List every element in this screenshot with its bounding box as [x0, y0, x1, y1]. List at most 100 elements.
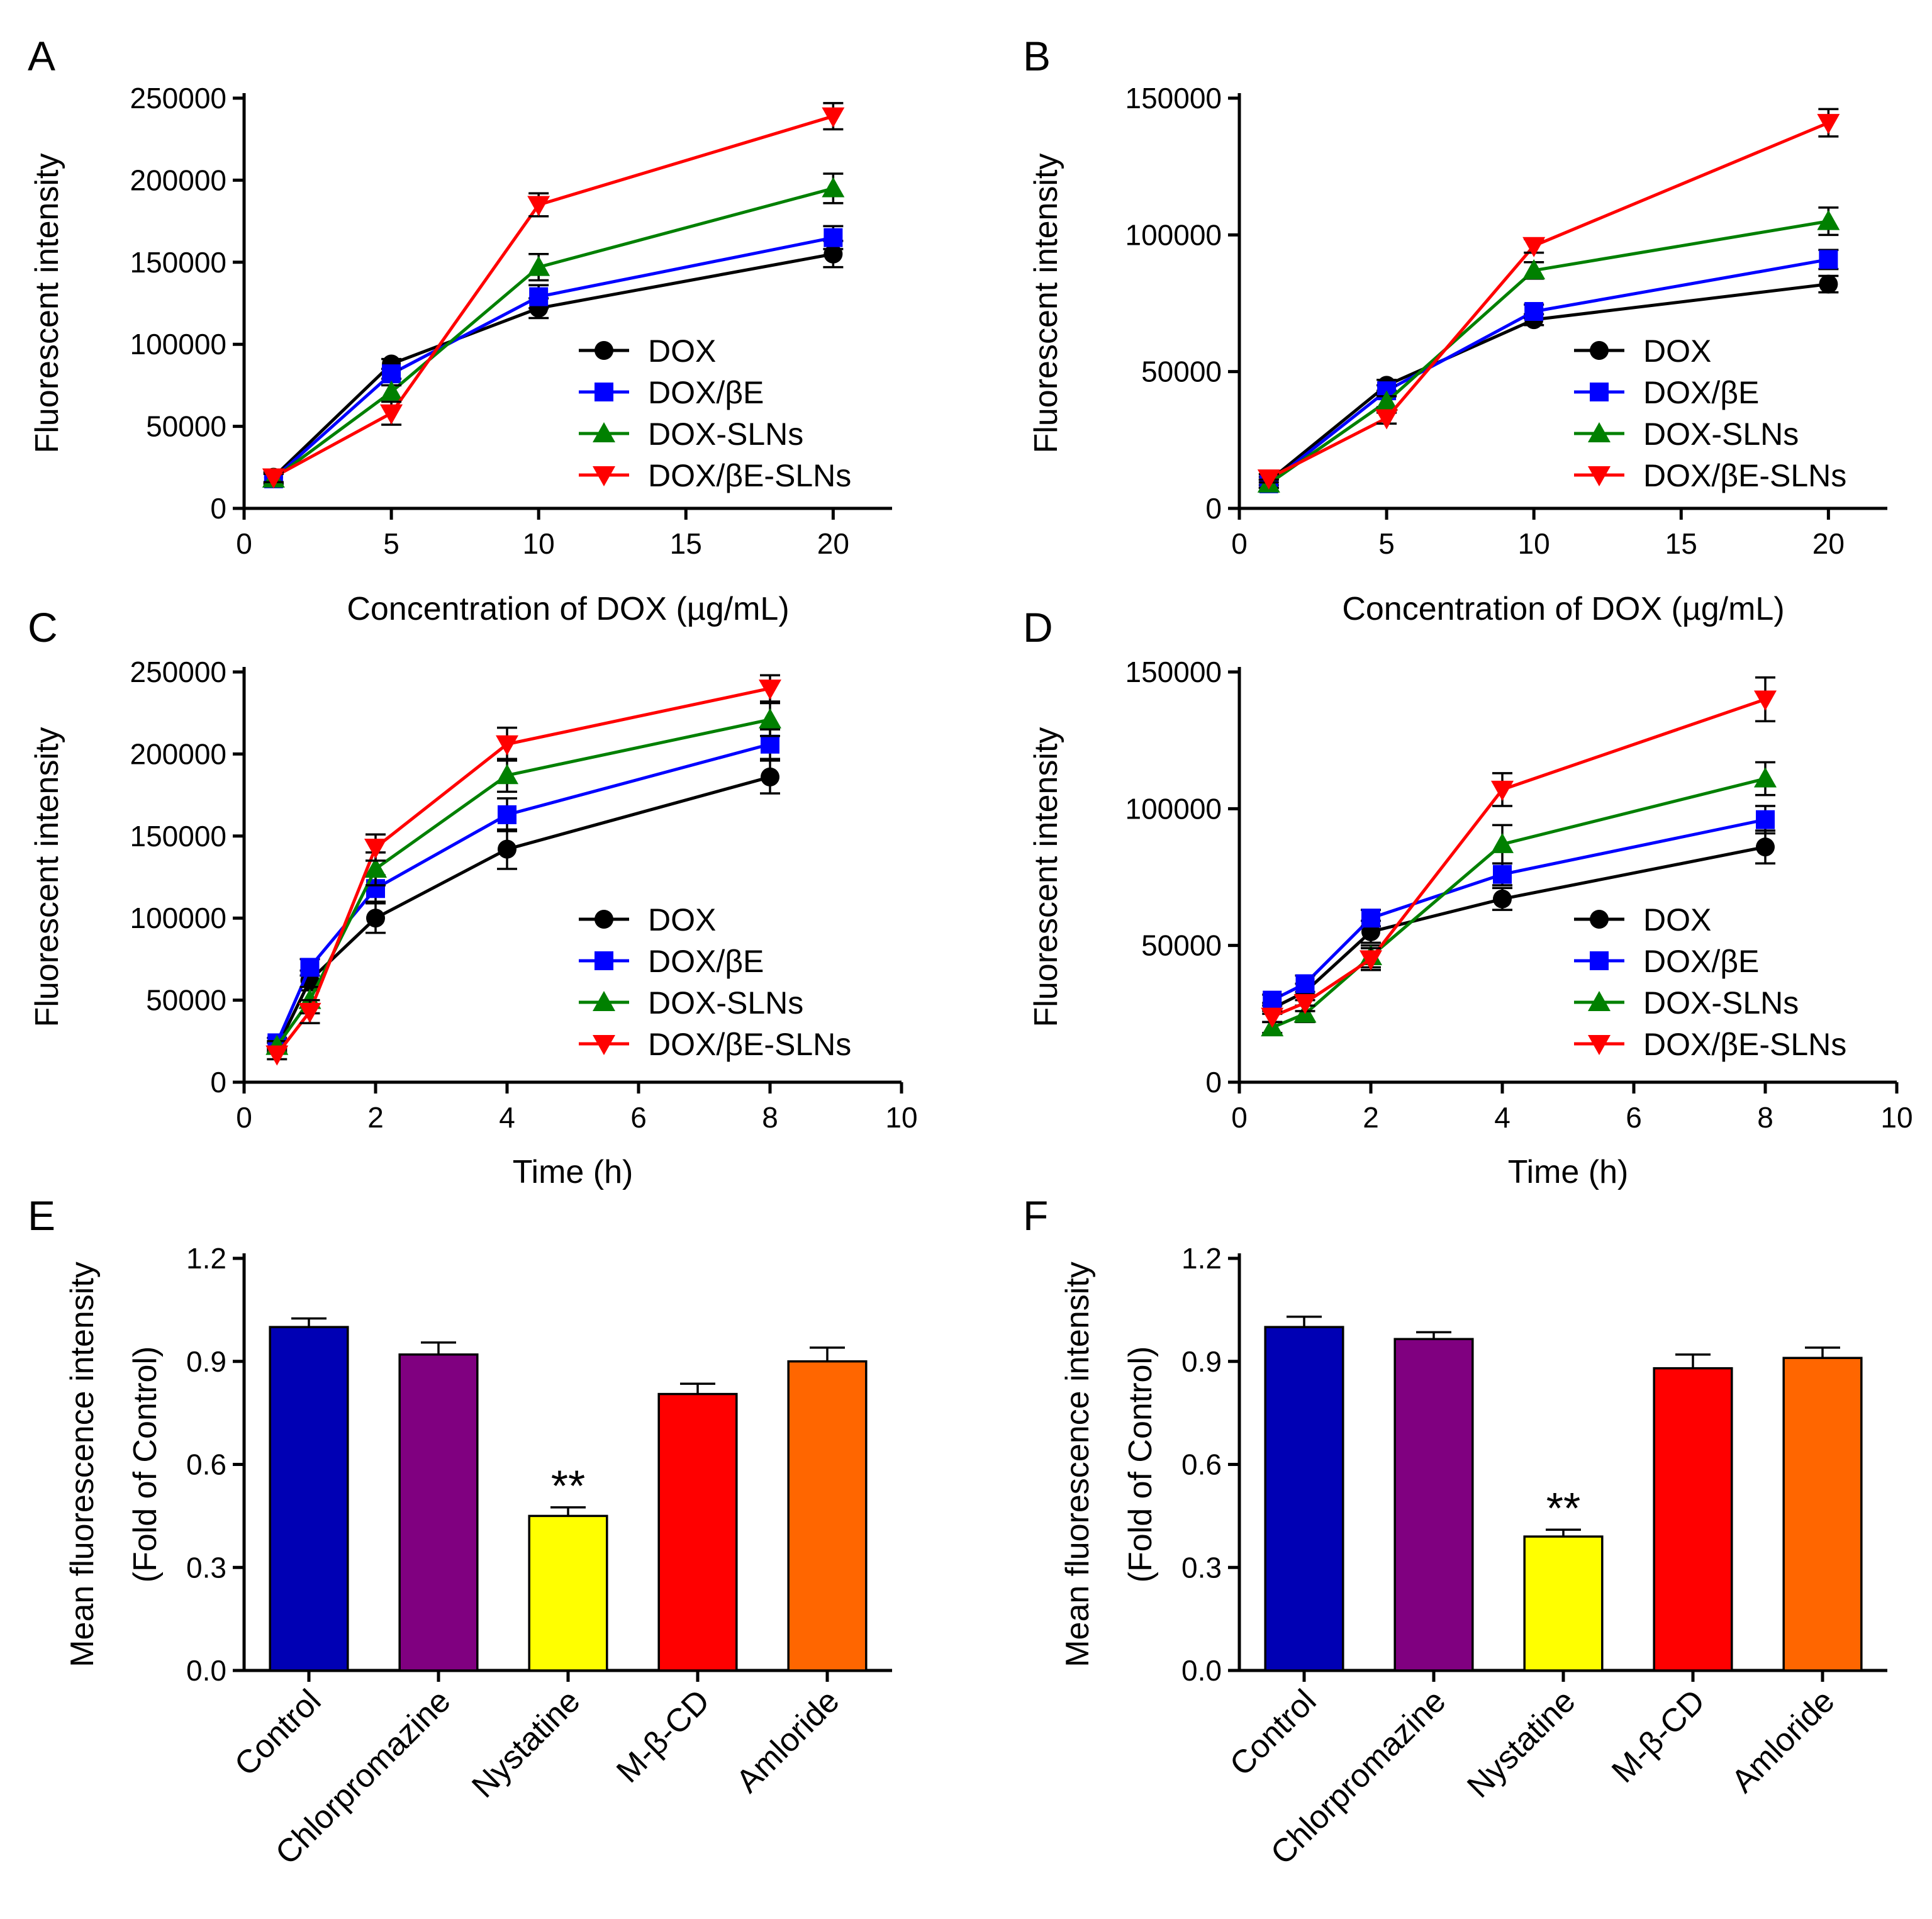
chart-b-series-line-3	[1268, 121, 1829, 480]
chart-a-legend-marker	[593, 466, 615, 486]
chart-c-y-tick-label: 250000	[130, 656, 227, 688]
panel-b-line-chart: B 0 50000 100000 150000 0 5 10 15 20 Concentration…	[1023, 33, 1887, 627]
chart-c-x-tick-label: 2	[367, 1101, 384, 1134]
chart-c-legend-label: DOX	[648, 902, 716, 937]
chart-b-data-point	[1375, 390, 1399, 411]
chart-a-series-line-2	[272, 187, 834, 481]
chart-d-x-tick-label: 2	[1363, 1101, 1379, 1134]
chart-e-x-tick-label: Control	[228, 1682, 328, 1783]
chart-e-bar	[787, 1360, 868, 1672]
chart-e-bar	[269, 1326, 349, 1672]
chart-e-x-tick-label: Amloride	[729, 1682, 846, 1799]
chart-f-y-tick-label: 1.2	[1181, 1242, 1222, 1275]
chart-b-data-point	[1524, 302, 1544, 322]
chart-f-y-tick-label: 0.6	[1181, 1448, 1222, 1481]
chart-e-bar	[657, 1392, 738, 1672]
chart-a-x-axis-label: Concentration of DOX (µg/mL)	[347, 591, 789, 627]
chart-d-x-tick-label: 8	[1757, 1101, 1773, 1134]
chart-a-y-tick-label: 250000	[130, 82, 227, 115]
chart-c-legend-marker	[595, 951, 613, 970]
chart-b-data-point	[1817, 114, 1840, 135]
chart-f-bar	[1653, 1367, 1733, 1672]
chart-b-x-tick-label: 10	[1518, 527, 1550, 560]
chart-b-series-line-1	[1268, 257, 1829, 485]
chart-d-y-tick-label: 50000	[1141, 929, 1222, 962]
panel-c-line-chart: C 0 50000 100000 150000 200000 250000 0 2 4 6 8 10 Ti…	[28, 604, 918, 1190]
chart-a-x-tick-label: 20	[817, 527, 849, 560]
chart-a-data-point	[380, 404, 403, 425]
chart-e-x-tick-label: Nystatine	[465, 1682, 587, 1804]
chart-f-significance-label: **	[1546, 1484, 1580, 1533]
chart-d-legend-label: DOX/βE	[1643, 944, 1759, 979]
chart-d-data-point	[1493, 889, 1512, 909]
chart-a-data-point	[527, 196, 550, 216]
chart-d-data-point	[1295, 974, 1315, 993]
chart-b-x-axis-label: Concentration of DOX (µg/mL)	[1342, 591, 1784, 627]
chart-c-data-point	[300, 958, 320, 977]
panel-f-bar-chart: F 0.0 0.3 0.6 0.9 1.2 Mean fluorescence intens…	[1023, 1192, 1887, 1872]
chart-b-panel-letter: B	[1023, 33, 1051, 79]
chart-a-y-tick-label: 0	[210, 492, 226, 525]
chart-b-y-tick-label: 0	[1205, 492, 1222, 525]
chart-b-y-tick-label: 50000	[1141, 355, 1222, 388]
chart-c-data-point	[498, 805, 517, 824]
chart-b-legend-marker	[1590, 383, 1609, 401]
chart-b-data-point	[1819, 250, 1838, 269]
panel-a-line-chart: A 0 50000 100000 150000 200000 250000 0 5 10 15 20 C…	[28, 33, 892, 627]
chart-c-data-point	[364, 857, 387, 878]
chart-d-legend-label: DOX-SLNs	[1643, 985, 1799, 1021]
chart-f-x-tick-label: M-β-CD	[1605, 1682, 1712, 1789]
chart-c-data-point	[366, 909, 385, 928]
chart-a-panel-letter: A	[28, 33, 55, 79]
chart-c-data-point	[761, 767, 779, 786]
chart-f-bar	[1264, 1326, 1344, 1672]
chart-d-y-tick-label: 150000	[1125, 656, 1222, 688]
chart-a-y-tick-label: 150000	[130, 246, 227, 279]
chart-c-data-point	[498, 839, 517, 859]
chart-b-x-tick-label: 15	[1665, 527, 1697, 560]
chart-a-data-point	[822, 177, 845, 198]
chart-f-bar	[1393, 1338, 1474, 1672]
chart-c-data-point	[759, 708, 781, 729]
chart-a-legend-marker	[595, 383, 613, 401]
chart-d-data-point	[1754, 690, 1777, 711]
chart-d-legend-label: DOX	[1643, 902, 1711, 937]
chart-b-legend-marker	[1588, 466, 1611, 486]
chart-d-data-point	[1293, 993, 1317, 1014]
chart-a-x-tick-label: 0	[236, 527, 252, 560]
chart-d-x-tick-label: 0	[1231, 1101, 1248, 1134]
chart-e-y-tick-label: 1.2	[186, 1242, 226, 1275]
chart-d-data-point	[1756, 810, 1775, 829]
chart-d-panel-letter: D	[1023, 604, 1053, 651]
chart-d-legend-marker	[1590, 951, 1609, 970]
chart-d-data-point	[1756, 837, 1775, 857]
chart-e-panel-letter: E	[28, 1192, 55, 1239]
chart-d-x-axis-label: Time (h)	[1508, 1154, 1629, 1190]
chart-c-data-point	[761, 734, 779, 754]
chart-d-data-point	[1360, 950, 1382, 971]
chart-c-x-tick-label: 6	[630, 1101, 647, 1134]
panel-d-line-chart: D 0 50000 100000 150000 0 2 4 6 8 10 Time (h) Fluore…	[1023, 604, 1913, 1190]
chart-c-x-tick-label: 10	[885, 1101, 917, 1134]
chart-c-legend-marker	[593, 991, 615, 1011]
chart-b-series-line-2	[1268, 220, 1829, 485]
chart-d-data-point	[1263, 990, 1282, 1010]
panel-e-bar-chart: E 0.0 0.3 0.6 0.9 1.2 Mean fluorescence intens…	[28, 1192, 892, 1872]
chart-a-x-tick-label: 15	[670, 527, 702, 560]
chart-d-y-axis-label: Fluorescent intensity	[1028, 727, 1064, 1027]
chart-a-legend-label: DOX-SLNs	[648, 417, 803, 452]
chart-a-data-point	[262, 468, 285, 489]
chart-c-panel-letter: C	[28, 604, 58, 651]
chart-a-data-point	[529, 287, 549, 306]
chart-c-data-point	[265, 1045, 289, 1066]
chart-b-legend-label: DOX/βE	[1643, 375, 1759, 410]
chart-d-data-point	[1491, 832, 1514, 853]
chart-e-significance-label: **	[551, 1462, 585, 1511]
chart-f-bar	[1523, 1535, 1604, 1672]
chart-d-y-tick-label: 0	[1205, 1066, 1222, 1099]
chart-c-y-tick-label: 200000	[130, 737, 227, 770]
chart-e-bar	[398, 1353, 479, 1672]
chart-f-panel-letter: F	[1023, 1192, 1048, 1239]
chart-a-x-tick-label: 10	[523, 527, 555, 560]
